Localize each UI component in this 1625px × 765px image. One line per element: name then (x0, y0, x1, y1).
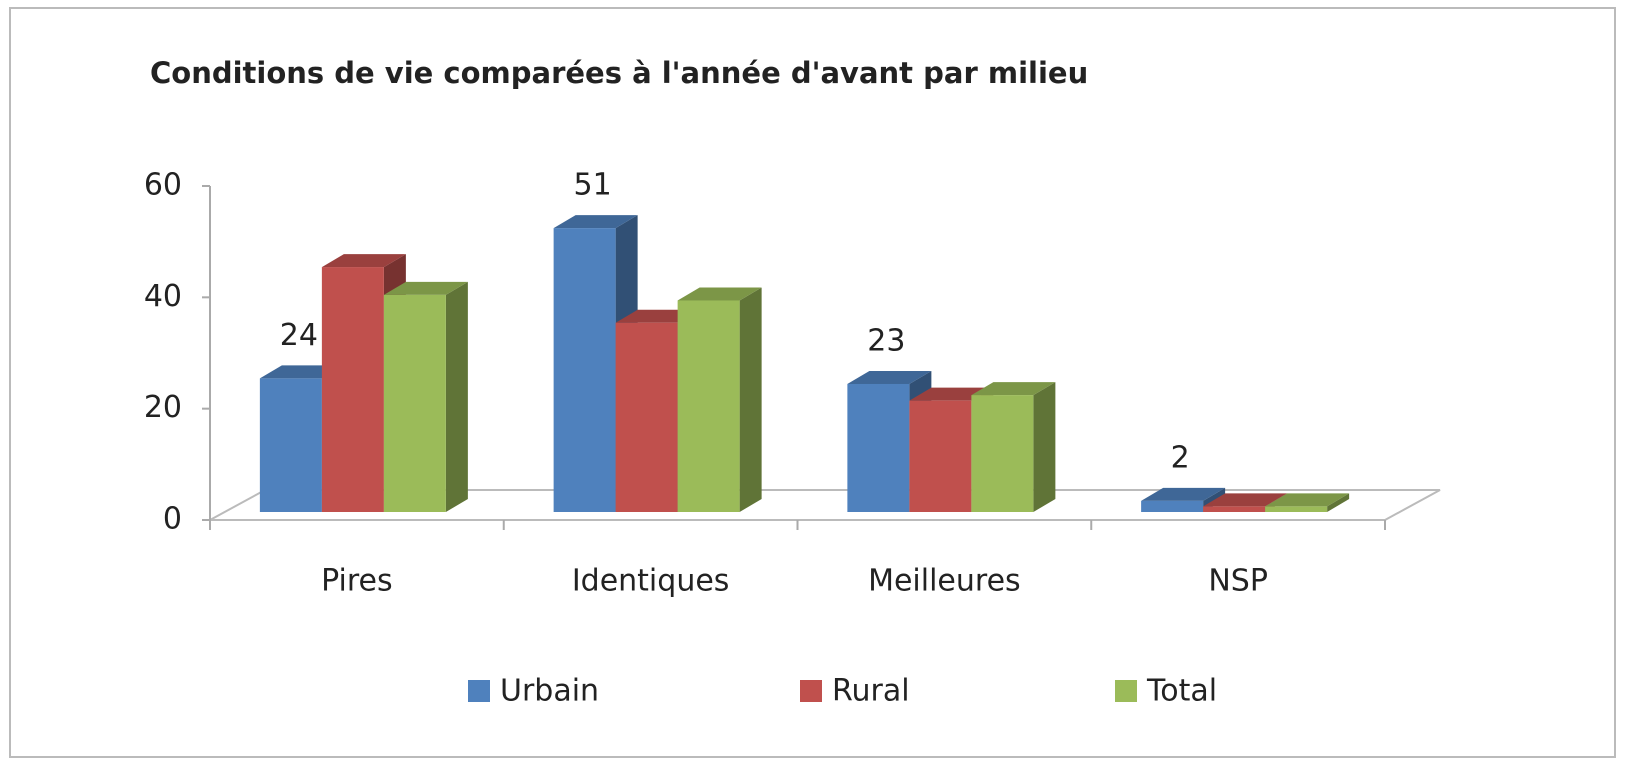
bar (259, 378, 322, 512)
chart-border (9, 7, 1616, 758)
bar-top (1265, 493, 1350, 507)
y-tick-label: 60 (144, 168, 182, 203)
x-tick-label: Pires (321, 564, 393, 599)
bar (677, 300, 740, 512)
bar-side (445, 281, 468, 512)
bar (321, 267, 384, 512)
y-tick-label: 40 (144, 279, 182, 314)
legend-label: Total (1146, 674, 1217, 709)
bar (909, 400, 972, 512)
floor (209, 489, 1441, 521)
chart-title: Conditions de vie comparées à l'année d'… (150, 56, 1088, 90)
bar (971, 395, 1034, 512)
data-label: 24 (280, 318, 318, 353)
bar-top (321, 254, 406, 268)
legend-label: Urbain (500, 674, 599, 709)
bar-top (383, 281, 468, 295)
bar (1203, 506, 1266, 512)
bar-top (847, 370, 932, 384)
bar (615, 322, 678, 512)
x-tick-label: Identiques (572, 564, 730, 599)
legend-swatch (468, 680, 490, 702)
bar-side (1033, 382, 1056, 512)
bar-top (1141, 487, 1226, 501)
bar (1141, 500, 1204, 512)
y-tick-label: 0 (163, 502, 182, 537)
data-label: 2 (1171, 440, 1190, 475)
x-tick-label: NSP (1208, 564, 1268, 599)
bar-side (739, 287, 762, 512)
legend-label: Rural (832, 674, 910, 709)
bar-top (553, 215, 638, 229)
bar-top (1203, 493, 1288, 507)
bar (847, 383, 910, 512)
bar-top (971, 382, 1056, 396)
bar-top (677, 287, 762, 301)
data-label: 51 (574, 168, 612, 203)
bar (1265, 506, 1328, 512)
y-tick-label: 20 (144, 390, 182, 425)
bar-side (1327, 493, 1350, 512)
bar (553, 228, 616, 512)
legend-swatch (800, 680, 822, 702)
bar (383, 294, 446, 512)
data-label: 23 (867, 323, 905, 358)
legend-swatch (1115, 680, 1137, 702)
x-tick-label: Meilleures (868, 564, 1021, 599)
